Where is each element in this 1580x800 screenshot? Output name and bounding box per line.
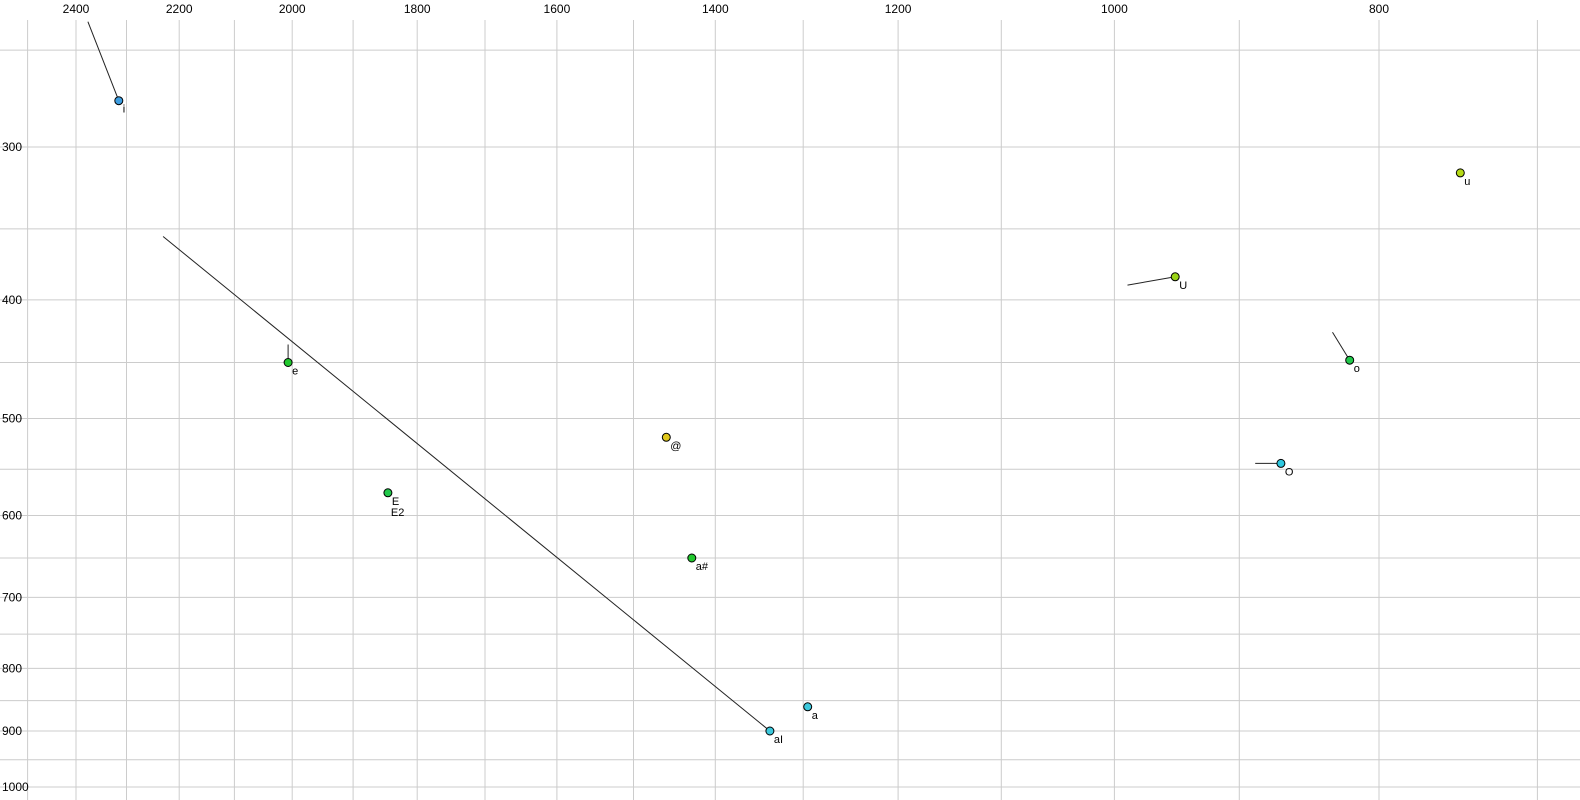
vowel-label-e: e [292,366,298,378]
trajectory-U [1127,276,1176,286]
vowel-label-U: U [1179,280,1187,292]
y-tick-label-1000: 1000 [2,780,29,794]
vowel-point-a# [687,553,697,563]
y-tick-label-300: 300 [2,140,22,154]
vowel-label-u: u [1464,176,1470,188]
y-tick-label-800: 800 [2,661,22,675]
vowel-point-i [114,96,124,106]
x-tick-label-2400: 2400 [63,2,90,16]
vowel-point-O [1276,458,1286,468]
y-tick-label-700: 700 [2,590,22,604]
vowel-point-o [1345,355,1355,365]
vowel-label-@: @ [670,440,681,452]
vowel-label-aI: aI [774,734,783,746]
vowel-point-U [1170,272,1180,282]
vowel-point-E [383,488,393,498]
vowel-point-a [803,702,813,712]
vowel-label-a: a [812,710,819,722]
vowel-label-o: o [1354,363,1360,375]
vowel-label-E: E [392,496,399,508]
trajectory-o [1332,331,1351,361]
vowel-label-E2: E2 [391,507,404,519]
trajectory-i [87,21,120,101]
vowel-point-e [283,358,293,367]
x-tick-label-1000: 1000 [1101,2,1128,16]
x-tick-label-1600: 1600 [544,2,571,16]
vowel-label-O: O [1285,466,1294,478]
vowel-point-u [1455,168,1465,178]
y-tick-label-600: 600 [2,509,22,523]
trajectory-aI [162,236,771,732]
y-tick-label-900: 900 [2,724,22,738]
y-tick-label-500: 500 [2,412,22,426]
vowel-point-aI [765,726,775,736]
vowel-label-i: i [123,104,125,116]
x-tick-label-2200: 2200 [166,2,193,16]
x-tick-label-2000: 2000 [279,2,306,16]
x-tick-label-800: 800 [1369,2,1389,16]
x-tick-label-1800: 1800 [404,2,431,16]
x-tick-label-1200: 1200 [885,2,912,16]
y-tick-label-400: 400 [2,293,22,307]
vowel-point-@ [661,432,671,442]
vowel-label-a#: a# [696,561,709,573]
x-tick-label-1400: 1400 [702,2,729,16]
